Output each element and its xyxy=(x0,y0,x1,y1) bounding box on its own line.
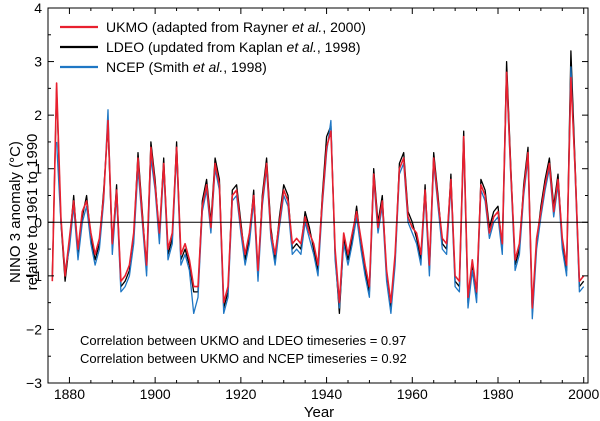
y-axis-label-line1: NINO 3 anomaly (°C) xyxy=(7,141,24,283)
annotation-ncep-correlation: Correlation between UKMO and NCEP timese… xyxy=(80,351,407,366)
y-tick-label: −3 xyxy=(26,375,42,391)
x-tick-label: 1940 xyxy=(311,386,342,402)
x-tick-label: 2000 xyxy=(568,386,599,402)
x-tick-label: 1980 xyxy=(482,386,513,402)
legend-label-ukmo: UKMO (adapted from Rayner et al., 2000) xyxy=(106,19,366,35)
y-tick-label: −1 xyxy=(26,268,42,284)
y-tick-label: 0 xyxy=(34,214,42,230)
y-axis-label: NINO 3 anomaly (°C) relative to 1961 to … xyxy=(7,134,41,291)
x-tick-label: 1920 xyxy=(225,386,256,402)
series-line-ukmo xyxy=(51,71,585,309)
legend-label-ldeo: LDEO (updated from Kaplan et al., 1998) xyxy=(106,39,361,55)
x-axis-label: Year xyxy=(304,404,334,421)
y-tick-label: 4 xyxy=(34,0,42,16)
legend-label-ncep: NCEP (Smith et al., 1998) xyxy=(106,59,267,75)
y-tick-label: 1 xyxy=(34,161,42,177)
y-tick-label: 2 xyxy=(34,107,42,123)
y-axis-label-line2: relative to 1961 to 1990 xyxy=(24,134,41,291)
y-axis: −3 −2 −1 0 1 2 3 4 xyxy=(26,0,588,391)
x-tick-label: 1960 xyxy=(397,386,428,402)
annotation-ldeo-correlation: Correlation between UKMO and LDEO timese… xyxy=(80,333,406,348)
legend: UKMO (adapted from Rayner et al., 2000) L… xyxy=(60,19,366,75)
x-axis: 1880 1900 1920 1940 1960 1980 2000 xyxy=(54,8,599,402)
x-tick-label: 1880 xyxy=(54,386,85,402)
x-tick-label: 1900 xyxy=(140,386,171,402)
y-tick-label: 3 xyxy=(34,54,42,70)
series-layer xyxy=(51,50,585,320)
y-tick-label: −2 xyxy=(26,321,42,337)
